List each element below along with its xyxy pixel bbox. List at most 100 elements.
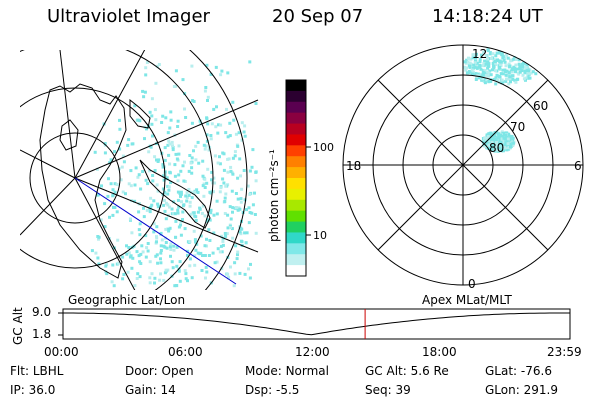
aurora-pixel <box>224 234 228 238</box>
aurora-pixel <box>189 212 193 216</box>
aurora-pixel <box>479 73 483 77</box>
aurora-pixel <box>494 138 498 142</box>
aurora-pixel <box>504 70 507 74</box>
aurora-pixel <box>495 144 499 148</box>
aurora-pixel <box>475 75 478 79</box>
aurora-pixel <box>188 257 192 261</box>
mlt-label-12: 12 <box>472 47 487 61</box>
aurora-pixel <box>468 65 472 69</box>
aurora-pixel <box>133 183 137 187</box>
aurora-pixel <box>502 140 506 144</box>
aurora-pixel <box>513 79 517 83</box>
aurora-pixel <box>99 218 103 222</box>
aurora-pixel <box>176 198 180 202</box>
alt-x-tick-label: 23:59 <box>547 345 582 359</box>
aurora-pixel <box>232 284 236 288</box>
aurora-pixel <box>468 70 472 74</box>
aurora-pixel <box>226 135 230 139</box>
aurora-pixel <box>156 189 160 193</box>
aurora-pixel <box>150 203 154 207</box>
aurora-pixel <box>475 52 478 56</box>
aurora-pixel <box>93 150 97 154</box>
aurora-pixel <box>505 69 509 73</box>
aurora-pixel <box>163 170 167 174</box>
aurora-pixel <box>111 188 115 192</box>
aurora-pixel <box>206 122 210 126</box>
aurora-pixel <box>133 104 137 108</box>
aurora-pixel <box>199 234 203 238</box>
mode-field: Mode: Normal <box>245 364 329 378</box>
aurora-pixel <box>504 79 508 83</box>
aurora-pixel <box>113 150 116 154</box>
aurora-pixel <box>233 154 237 158</box>
aurora-pixel <box>490 145 494 149</box>
aurora-pixel <box>159 272 162 276</box>
aurora-pixel <box>492 58 496 62</box>
aurora-pixel <box>484 54 488 58</box>
aurora-pixel <box>484 72 488 76</box>
aurora-pixel <box>236 144 240 148</box>
aurora-pixel <box>237 131 241 135</box>
ip-value: 36.0 <box>28 383 56 397</box>
aurora-pixel <box>113 182 117 186</box>
aurora-pixel <box>212 213 216 217</box>
aurora-pixel <box>148 110 152 114</box>
aurora-pixel <box>164 174 167 178</box>
aurora-pixel <box>475 61 479 65</box>
aurora-pixel <box>166 192 170 196</box>
aurora-pixel <box>153 169 157 172</box>
aurora-pixel <box>172 212 176 215</box>
aurora-pixel <box>164 201 168 205</box>
aurora-pixel <box>120 165 124 169</box>
mlat-label-80: 80 <box>489 141 504 155</box>
aurora-pixel <box>498 139 502 143</box>
aurora-pixel <box>500 137 504 141</box>
aurora-pixel <box>154 81 158 85</box>
aurora-pixel <box>205 270 209 274</box>
aurora-pixel <box>508 75 512 79</box>
aurora-pixel <box>498 75 502 79</box>
mode-value: Normal <box>285 364 329 378</box>
aurora-pixel <box>125 252 129 256</box>
aurora-pixel <box>177 225 181 229</box>
aurora-pixel <box>148 206 152 210</box>
aurora-pixel <box>178 260 182 264</box>
aurora-pixel <box>495 74 499 77</box>
aurora-pixel <box>169 110 173 114</box>
aurora-pixel <box>511 74 515 78</box>
aurora-pixel <box>215 199 219 203</box>
aurora-pixel <box>118 118 121 122</box>
door-field: Door: Open <box>125 364 194 378</box>
aurora-pixel <box>162 278 166 282</box>
aurora-pixel <box>154 118 158 122</box>
aurora-pixel <box>232 118 236 122</box>
aurora-pixel <box>248 211 252 214</box>
aurora-pixel <box>492 67 496 71</box>
aurora-pixel <box>193 238 197 242</box>
aurora-pixel <box>168 170 172 174</box>
aurora-pixel <box>189 161 193 165</box>
aurora-pixel <box>201 184 205 188</box>
aurora-pixel <box>231 236 235 240</box>
dsp-value: -5.5 <box>275 383 300 397</box>
aurora-pixel <box>128 255 132 259</box>
aurora-pixel <box>487 80 491 84</box>
aurora-pixel <box>463 60 467 64</box>
aurora-pixel <box>170 260 174 264</box>
alt-x-tick-label: 00:00 <box>44 345 79 359</box>
altitude-ylabel: GC Alt <box>11 307 25 345</box>
aurora-pixel <box>514 80 518 84</box>
colorbar-tick-label-100: 100 <box>313 141 334 154</box>
aurora-pixel <box>253 191 256 195</box>
aurora-pixel <box>228 121 232 125</box>
altitude-plot-frame <box>62 308 571 340</box>
aurora-pixel <box>109 158 113 162</box>
aurora-pixel <box>179 190 183 194</box>
aurora-pixel <box>201 204 205 208</box>
aurora-pixel <box>479 53 483 57</box>
aurora-pixel <box>155 183 159 187</box>
aurora-pixel <box>177 173 181 177</box>
aurora-pixel <box>161 114 165 118</box>
aurora-pixel <box>506 146 509 149</box>
aurora-pixel <box>526 72 530 76</box>
